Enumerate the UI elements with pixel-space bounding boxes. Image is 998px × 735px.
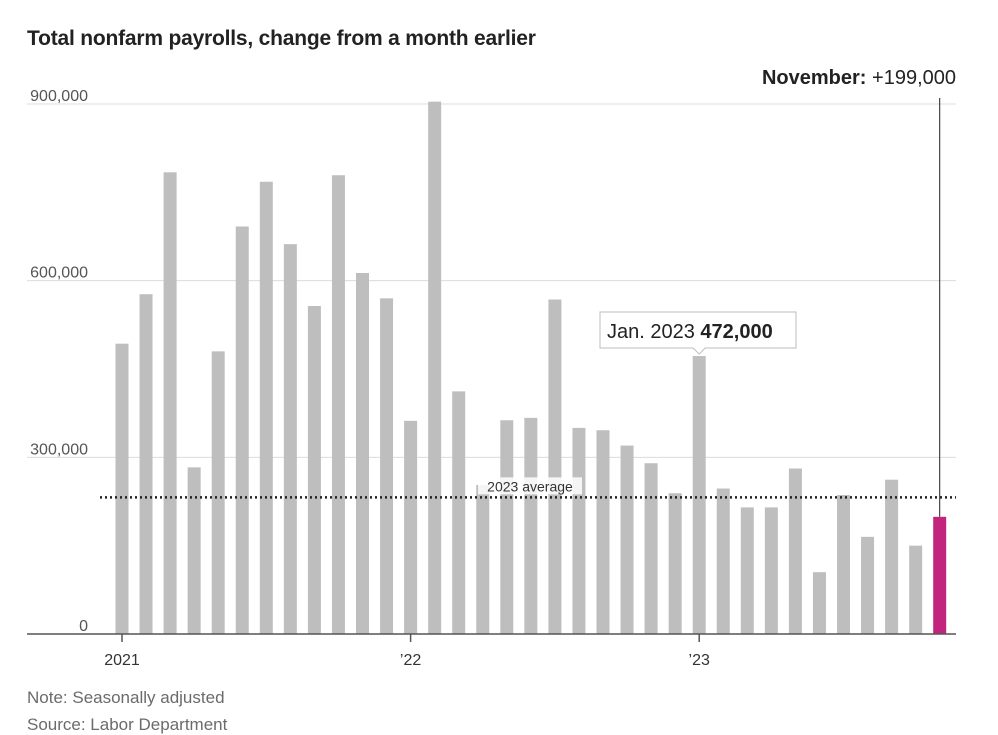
- chart-title: Total nonfarm payrolls, change from a mo…: [27, 27, 536, 50]
- bar: [812, 572, 826, 634]
- y-axis-ticks: 0 300,000 600,000 900,000: [30, 88, 88, 635]
- bar: [596, 430, 610, 634]
- bar: [861, 536, 875, 634]
- callout-value: +199,000: [872, 67, 956, 89]
- footnote: Note: Seasonally adjusted: [27, 688, 225, 707]
- bar: [283, 244, 297, 634]
- bar: [307, 305, 321, 634]
- bar: [331, 175, 345, 634]
- bar: [716, 488, 730, 634]
- average-line-group: 2023 average: [100, 477, 956, 499]
- callout-prefix: Jan. 2023: [607, 321, 700, 343]
- bar: [837, 495, 850, 634]
- bar: [764, 507, 778, 634]
- callouts: Jan. 2023 472,000 November: +199,000: [599, 67, 956, 517]
- bar: [259, 181, 273, 634]
- bar: [644, 463, 658, 634]
- bar: [668, 493, 682, 634]
- bar: [692, 356, 706, 634]
- jan-2023-callout-box: [599, 311, 797, 355]
- y-tick-label: 900,000: [30, 88, 88, 105]
- x-tick-label: ’22: [400, 652, 421, 669]
- bar: [235, 226, 249, 634]
- bar: [356, 273, 369, 634]
- bar: [740, 507, 754, 634]
- bar: [187, 467, 201, 634]
- gridlines: [27, 103, 956, 458]
- y-tick-label: 600,000: [30, 265, 88, 282]
- source-note: Source: Labor Department: [27, 715, 228, 734]
- x-axis-ticks: 2021 ’22 ’23: [104, 634, 710, 669]
- bar: [211, 351, 225, 634]
- callout-prefix: November:: [762, 67, 872, 89]
- november-callout-label: November: +199,000: [762, 67, 956, 89]
- bar: [380, 298, 394, 634]
- bar: [524, 417, 538, 634]
- bar: [452, 391, 466, 634]
- y-tick-label: 300,000: [30, 441, 88, 458]
- bar: [933, 516, 947, 634]
- jan-2023-callout-label: Jan. 2023 472,000: [607, 321, 773, 343]
- bar-chart: 0 300,000 600,000 900,000 2023 average 2021…: [27, 67, 956, 669]
- bar: [404, 420, 418, 634]
- x-tick-label: ’23: [689, 652, 710, 669]
- bar: [428, 101, 442, 634]
- average-label: 2023 average: [487, 478, 573, 494]
- bar: [788, 468, 802, 634]
- x-tick-label: 2021: [104, 652, 140, 669]
- bar: [163, 172, 177, 635]
- bar: [476, 485, 490, 634]
- bar: [620, 445, 634, 634]
- y-tick-label: 0: [79, 618, 88, 635]
- bar: [500, 420, 514, 634]
- bar: [139, 294, 153, 634]
- average-label-bg: [478, 477, 582, 495]
- bar: [115, 343, 129, 634]
- callout-value: 472,000: [700, 321, 772, 343]
- bar: [909, 545, 923, 634]
- bar: [572, 427, 586, 634]
- bar: [548, 299, 562, 634]
- bar: [885, 479, 899, 634]
- bars: [115, 101, 947, 635]
